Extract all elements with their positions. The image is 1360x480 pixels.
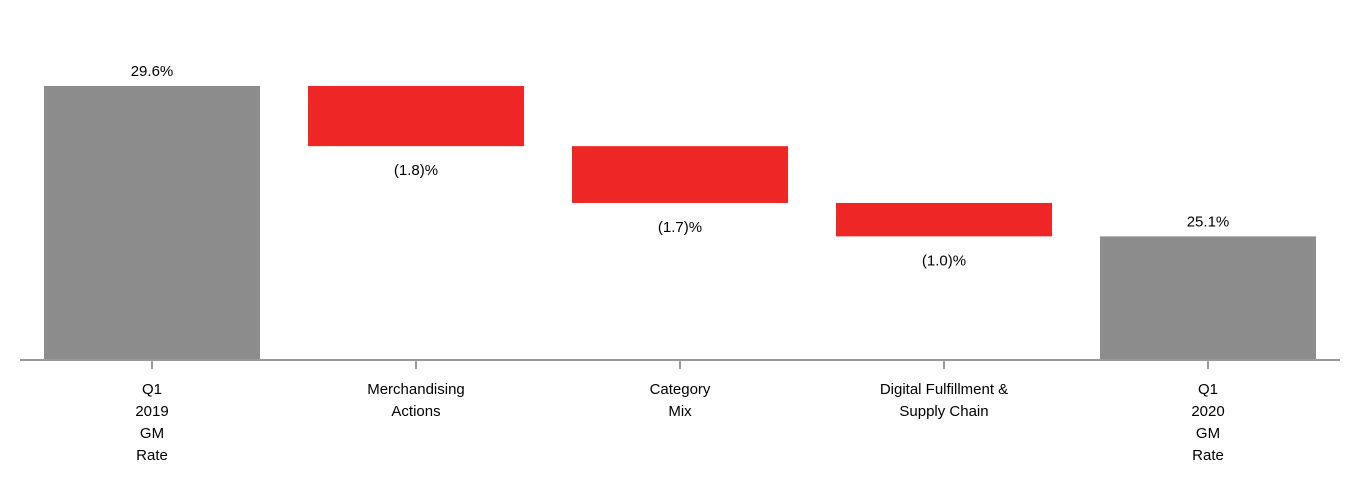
tick-label-4-line-2: GM: [1196, 425, 1220, 442]
tick-label-4: Q1 2020 GM Rate: [1191, 381, 1224, 464]
data-label-0: 29.6%: [131, 63, 174, 80]
tick-label-2-line-0: Category: [650, 381, 711, 398]
data-label-1: (1.8)%: [394, 162, 438, 179]
tick-label-2: Category Mix: [650, 381, 711, 420]
tick-label-1-line-1: Actions: [391, 403, 440, 420]
tick-label-3-line-0: Digital Fulfillment &: [880, 381, 1008, 398]
data-label-4: 25.1%: [1187, 213, 1230, 230]
tick-label-2-line-1: Mix: [668, 403, 692, 420]
tick-label-1: Merchandising Actions: [367, 381, 465, 420]
tick-labels-layer: Q1 2019 GM Rate Merchandising Actions Category…: [135, 381, 1224, 464]
bar-2: [572, 146, 788, 203]
tick-label-4-line-0: Q1: [1198, 381, 1218, 398]
tick-label-0-line-0: Q1: [142, 381, 162, 398]
data-label-3: (1.0)%: [922, 252, 966, 269]
x-axis: [20, 359, 1340, 369]
bar-1: [308, 86, 524, 147]
bar-0: [44, 86, 260, 360]
tick-label-4-line-3: Rate: [1192, 447, 1224, 464]
tick-label-0-line-2: GM: [140, 425, 164, 442]
bar-4: [1100, 236, 1316, 360]
tick-label-3: Digital Fulfillment & Supply Chain: [880, 381, 1008, 420]
tick-label-0-line-1: 2019: [135, 403, 168, 420]
tick-label-0-line-3: Rate: [136, 447, 168, 464]
tick-label-1-line-0: Merchandising: [367, 381, 465, 398]
tick-label-4-line-1: 2020: [1191, 403, 1224, 420]
data-label-2: (1.7)%: [658, 219, 702, 236]
tick-label-3-line-1: Supply Chain: [899, 403, 988, 420]
bar-3: [836, 202, 1052, 237]
bars-layer: [44, 86, 1316, 360]
data-labels-layer: 29.6% (1.8)% (1.7)% (1.0)% 25.1%: [131, 63, 1230, 269]
tick-label-0: Q1 2019 GM Rate: [135, 381, 168, 464]
